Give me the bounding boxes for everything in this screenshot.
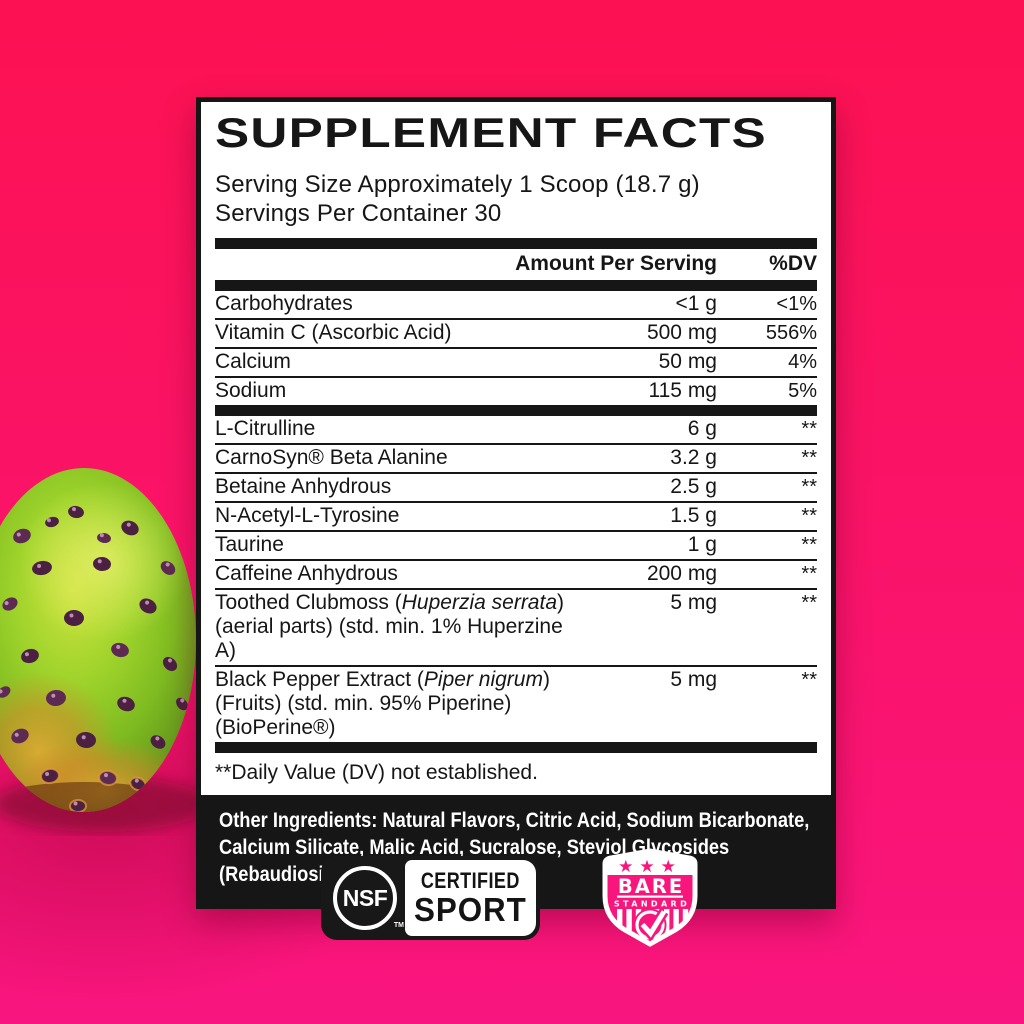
ingredient-amount: 2.5 g [670,475,717,498]
ingredient-amount: 50 mg [658,350,717,373]
ingredient-amount: 1.5 g [670,504,717,527]
table-header-row: Amount Per Serving %DV [215,249,817,280]
ingredient-dv: ** [801,476,817,498]
ingredient-name: Black Pepper Extract (Piper nigrum) (Fru… [215,668,550,739]
daily-value-footnote: **Daily Value (DV) not established. [215,761,538,784]
ingredient-name: CarnoSyn® Beta Alanine [215,446,448,469]
ingredient-dv: 556% [765,322,817,344]
other-ingredients-box: Other Ingredients: Natural Flavors, Citr… [201,795,831,904]
other-ingredients-label: Other Ingredients: [219,808,378,832]
nsf-circle-section: NSF TM [325,860,405,936]
table-row: Toothed Clubmoss (Huperzia serrata)(aeri… [215,588,817,665]
serving-size-line: Serving Size Approximately 1 Scoop (18.7… [215,171,700,198]
table-row: Taurine 1 g ** [215,530,817,559]
supplement-facts-panel: SUPPLEMENT FACTS Serving Size Approximat… [196,97,836,909]
checkmark-icon [640,910,667,938]
ingredient-dv: ** [801,563,817,585]
ingredient-name: Carbohydrates [215,292,353,315]
amount-column-header: Amount Per Serving [515,252,717,275]
ingredient-dv: ** [801,669,817,691]
ingredient-dv: ** [801,505,817,527]
ingredient-dv: ** [801,447,817,469]
nsf-logo-icon: NSF [333,866,397,930]
ingredient-name: Sodium [215,379,287,402]
table-row: Black Pepper Extract (Piper nigrum) (Fru… [215,665,817,742]
ingredient-name: Betaine Anhydrous [215,475,392,498]
nsf-trademark: TM [393,922,404,929]
divider-bar [215,742,817,753]
panel-title: SUPPLEMENT FACTS [215,110,817,166]
ingredient-amount: 3.2 g [670,446,717,469]
ingredient-dv: ** [801,592,817,614]
ingredient-amount: 500 mg [646,321,717,344]
ingredient-amount: 200 mg [646,562,717,585]
table-row: Caffeine Anhydrous 200 mg ** [215,559,817,588]
bare-underline [617,895,683,898]
shield-outline [602,848,698,947]
ingredient-dv: ** [801,418,817,440]
dv-column-header: %DV [769,252,817,275]
table-row: Carbohydrates <1 g <1% [215,291,817,318]
fruit-spots [0,505,188,812]
table-row: N-Acetyl-L-Tyrosine 1.5 g ** [215,501,817,530]
table-row: CarnoSyn® Beta Alanine 3.2 g ** [215,443,817,472]
star-icons: ★★★ [618,857,682,877]
table-row: Sodium 115 mg 5% [215,376,817,405]
nsf-text-section: CERTIFIED SPORT [405,860,536,936]
ingredient-name: Taurine [215,533,284,556]
divider-bar [215,280,817,291]
ingredient-name: Calcium [215,350,291,373]
ingredient-amount: 115 mg [648,379,718,402]
ingredient-dv: 4% [788,351,817,373]
panel-title-text: SUPPLEMENT FACTS [215,109,767,156]
ingredient-name: Caffeine Anhydrous [215,562,398,585]
nsf-certified-sport-badge: NSF TM CERTIFIED SPORT [321,856,540,940]
ingredient-dv: 5% [788,380,817,402]
supplement-facts-content: SUPPLEMENT FACTS Serving Size Approximat… [201,102,831,785]
ingredient-dv: ** [801,534,817,556]
ingredient-amount: 6 g [687,417,717,440]
ingredient-amount: 5 mg [670,591,717,614]
divider-bar [215,405,817,416]
ingredient-amount: <1 g [675,292,717,315]
ingredient-name: N-Acetyl-L-Tyrosine [215,504,400,527]
table-row: L-Citrulline 6 g ** [215,416,817,443]
bare-title: BARE [618,875,684,898]
ingredient-dv: <1% [776,293,817,315]
table-row: Vitamin C (Ascorbic Acid) 500 mg 556% [215,318,817,347]
certification-badges: NSF TM CERTIFIED SPORT [0,848,1024,948]
nsf-sport-text: SPORT [414,890,527,928]
table-row: Calcium 50 mg 4% [215,347,817,376]
ingredient-amount: 5 mg [670,668,717,691]
active-ingredient-table: L-Citrulline 6 g ** CarnoSyn® Beta Alanine 3… [215,416,817,742]
nutrient-table: Carbohydrates <1 g <1% Vitamin C (Ascorbic … [215,291,817,405]
divider-bar [215,238,817,249]
prickly-pear-image [0,468,208,832]
shield-star-band [605,852,695,875]
servings-per-container-line: Servings Per Container 30 [215,200,502,227]
bare-standard-shield: ★★★ BARE STANDARD [602,848,698,947]
ingredient-name: Vitamin C (Ascorbic Acid) [215,321,452,344]
table-row: Betaine Anhydrous 2.5 g ** [215,472,817,501]
ingredient-name: Toothed Clubmoss (Huperzia serrata)(aeri… [215,591,564,662]
nsf-certified-text: CERTIFIED [421,867,520,893]
ingredient-name: L-Citrulline [215,417,316,440]
bare-subtitle: STANDARD [614,900,690,909]
ingredient-amount: 1 g [687,533,717,556]
